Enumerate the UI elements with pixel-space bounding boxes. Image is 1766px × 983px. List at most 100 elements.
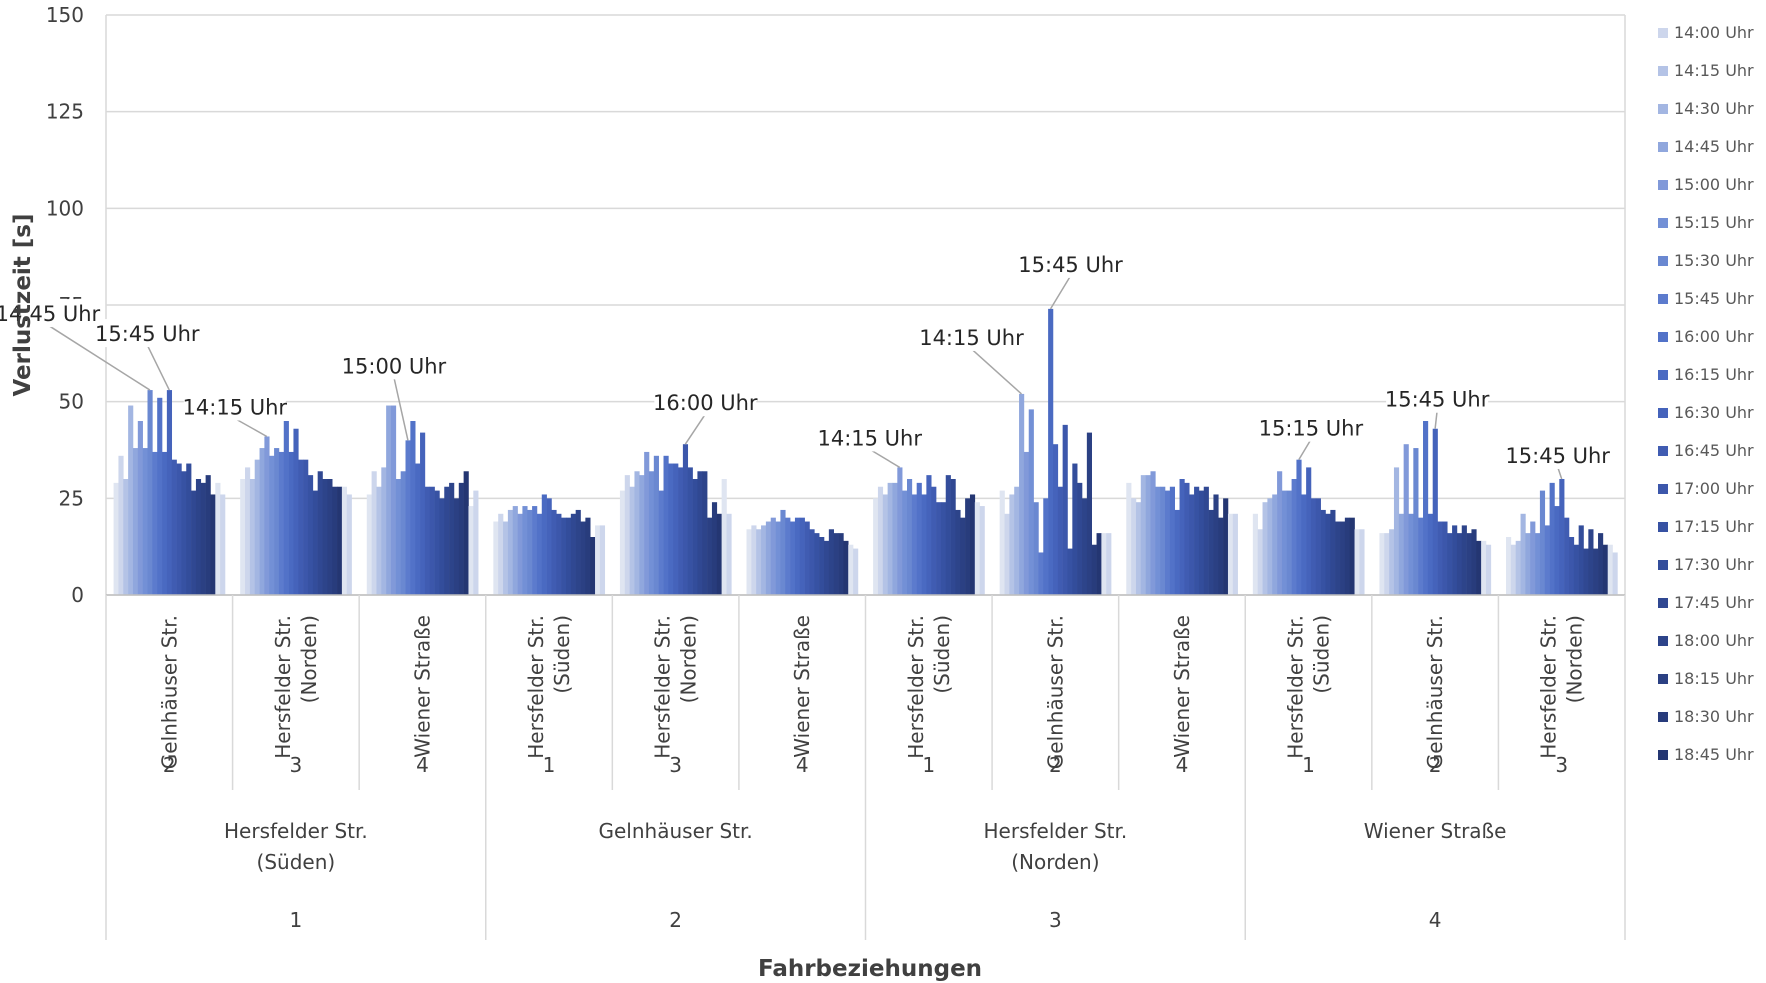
annotation-bg [654, 388, 757, 417]
bar [269, 455, 275, 595]
bar [960, 517, 966, 595]
bar [892, 482, 898, 595]
bar [195, 479, 202, 595]
bar [1096, 533, 1102, 595]
bar [1578, 525, 1584, 595]
bar [157, 397, 163, 595]
bar [1427, 513, 1434, 595]
bar [873, 498, 879, 595]
x-sub-id: 2 [163, 753, 176, 777]
bar [1194, 486, 1200, 595]
bar [955, 509, 961, 595]
bar [1447, 533, 1453, 595]
annotation-label: 15:00 Uhr [342, 354, 447, 378]
bars [113, 308, 1618, 595]
annotation-bg [1386, 384, 1489, 413]
bar [293, 428, 299, 595]
bar [1588, 529, 1594, 595]
bar [1131, 498, 1137, 595]
bar [458, 482, 464, 595]
x-sub-id: 3 [290, 753, 303, 777]
bar [824, 540, 830, 595]
bar [1461, 525, 1467, 595]
bar [1023, 451, 1030, 595]
legend-label: 15:45 Uhr [1674, 289, 1754, 308]
legend-swatch [1658, 750, 1668, 760]
bar [1330, 509, 1336, 595]
bar [746, 529, 752, 595]
bar [1301, 494, 1307, 595]
bar [809, 529, 815, 595]
bar [1106, 533, 1112, 595]
bar [1456, 533, 1463, 595]
bar [1471, 529, 1477, 595]
legend-label: 18:45 Uhr [1674, 745, 1754, 764]
bar [590, 537, 596, 595]
bar [979, 506, 985, 595]
bar [1150, 471, 1156, 595]
bar [1539, 490, 1546, 595]
bar [1091, 544, 1097, 595]
annotation-bg [96, 319, 199, 348]
bar [200, 482, 206, 595]
bar [1184, 482, 1190, 595]
bar [678, 467, 684, 595]
bar [1048, 308, 1054, 595]
bar [1286, 490, 1292, 595]
bar [936, 502, 942, 595]
bar [765, 521, 772, 595]
bar [317, 471, 323, 595]
x-axis-title: Fahrbeziehungen [758, 956, 982, 982]
y-tick-label: 125 [46, 100, 84, 124]
legend-swatch [1658, 560, 1668, 570]
legend-swatch [1658, 598, 1668, 608]
bar [453, 498, 460, 595]
bar [974, 502, 980, 595]
bar [804, 521, 810, 595]
bar [1437, 521, 1443, 595]
legend-swatch [1658, 28, 1668, 38]
bar [1062, 424, 1068, 595]
x-sublabel: Wiener Straße [1170, 615, 1194, 758]
bar [897, 467, 903, 595]
bar [673, 463, 679, 595]
x-sub-id: 3 [669, 753, 682, 777]
bar [1573, 544, 1579, 595]
annotation-bg [342, 351, 445, 380]
bar [819, 537, 825, 595]
annotation-label: 15:45 Uhr [1018, 253, 1123, 277]
x-sublabel: Hersfelder Str. (Norden) [1537, 615, 1587, 759]
bar [770, 517, 776, 595]
bar [1155, 486, 1161, 595]
bar [1281, 490, 1288, 595]
bar [999, 490, 1005, 595]
bar [687, 467, 693, 595]
legend-label: 16:30 Uhr [1674, 403, 1754, 422]
bar [507, 509, 514, 595]
bar [1310, 498, 1317, 595]
legend-label: 17:30 Uhr [1674, 555, 1754, 574]
bar [761, 525, 767, 595]
bar [1335, 521, 1341, 595]
bar [254, 459, 260, 595]
bar [283, 421, 289, 595]
bar [1354, 529, 1360, 595]
legend-label: 13:45 Uhr [1674, 0, 1754, 4]
bar [565, 517, 572, 595]
bar [210, 494, 216, 595]
bar [1398, 513, 1404, 595]
bar [1208, 509, 1214, 595]
bar [463, 471, 469, 595]
bar [1179, 479, 1185, 595]
bar [711, 502, 718, 595]
bar [595, 525, 601, 595]
bar [726, 513, 732, 595]
bar [1223, 498, 1229, 595]
bar [887, 482, 893, 595]
x-sub-id: 3 [1555, 753, 1568, 777]
annotation-bg [183, 392, 286, 421]
legend-label: 16:45 Uhr [1674, 441, 1754, 460]
bar [205, 475, 211, 595]
bar [522, 506, 528, 595]
bar [400, 471, 406, 595]
